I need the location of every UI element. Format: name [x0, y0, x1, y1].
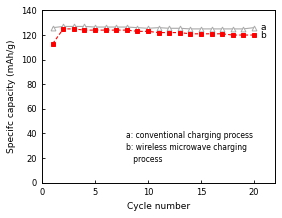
X-axis label: Cycle number: Cycle number [127, 202, 190, 211]
Text: b: b [260, 31, 266, 39]
Y-axis label: Specifc capacity (mAh/g): Specifc capacity (mAh/g) [7, 40, 16, 153]
Text: a: conventional charging process
b: wireless microwave charging
   process: a: conventional charging process b: wire… [126, 131, 253, 164]
Text: a: a [260, 23, 266, 32]
